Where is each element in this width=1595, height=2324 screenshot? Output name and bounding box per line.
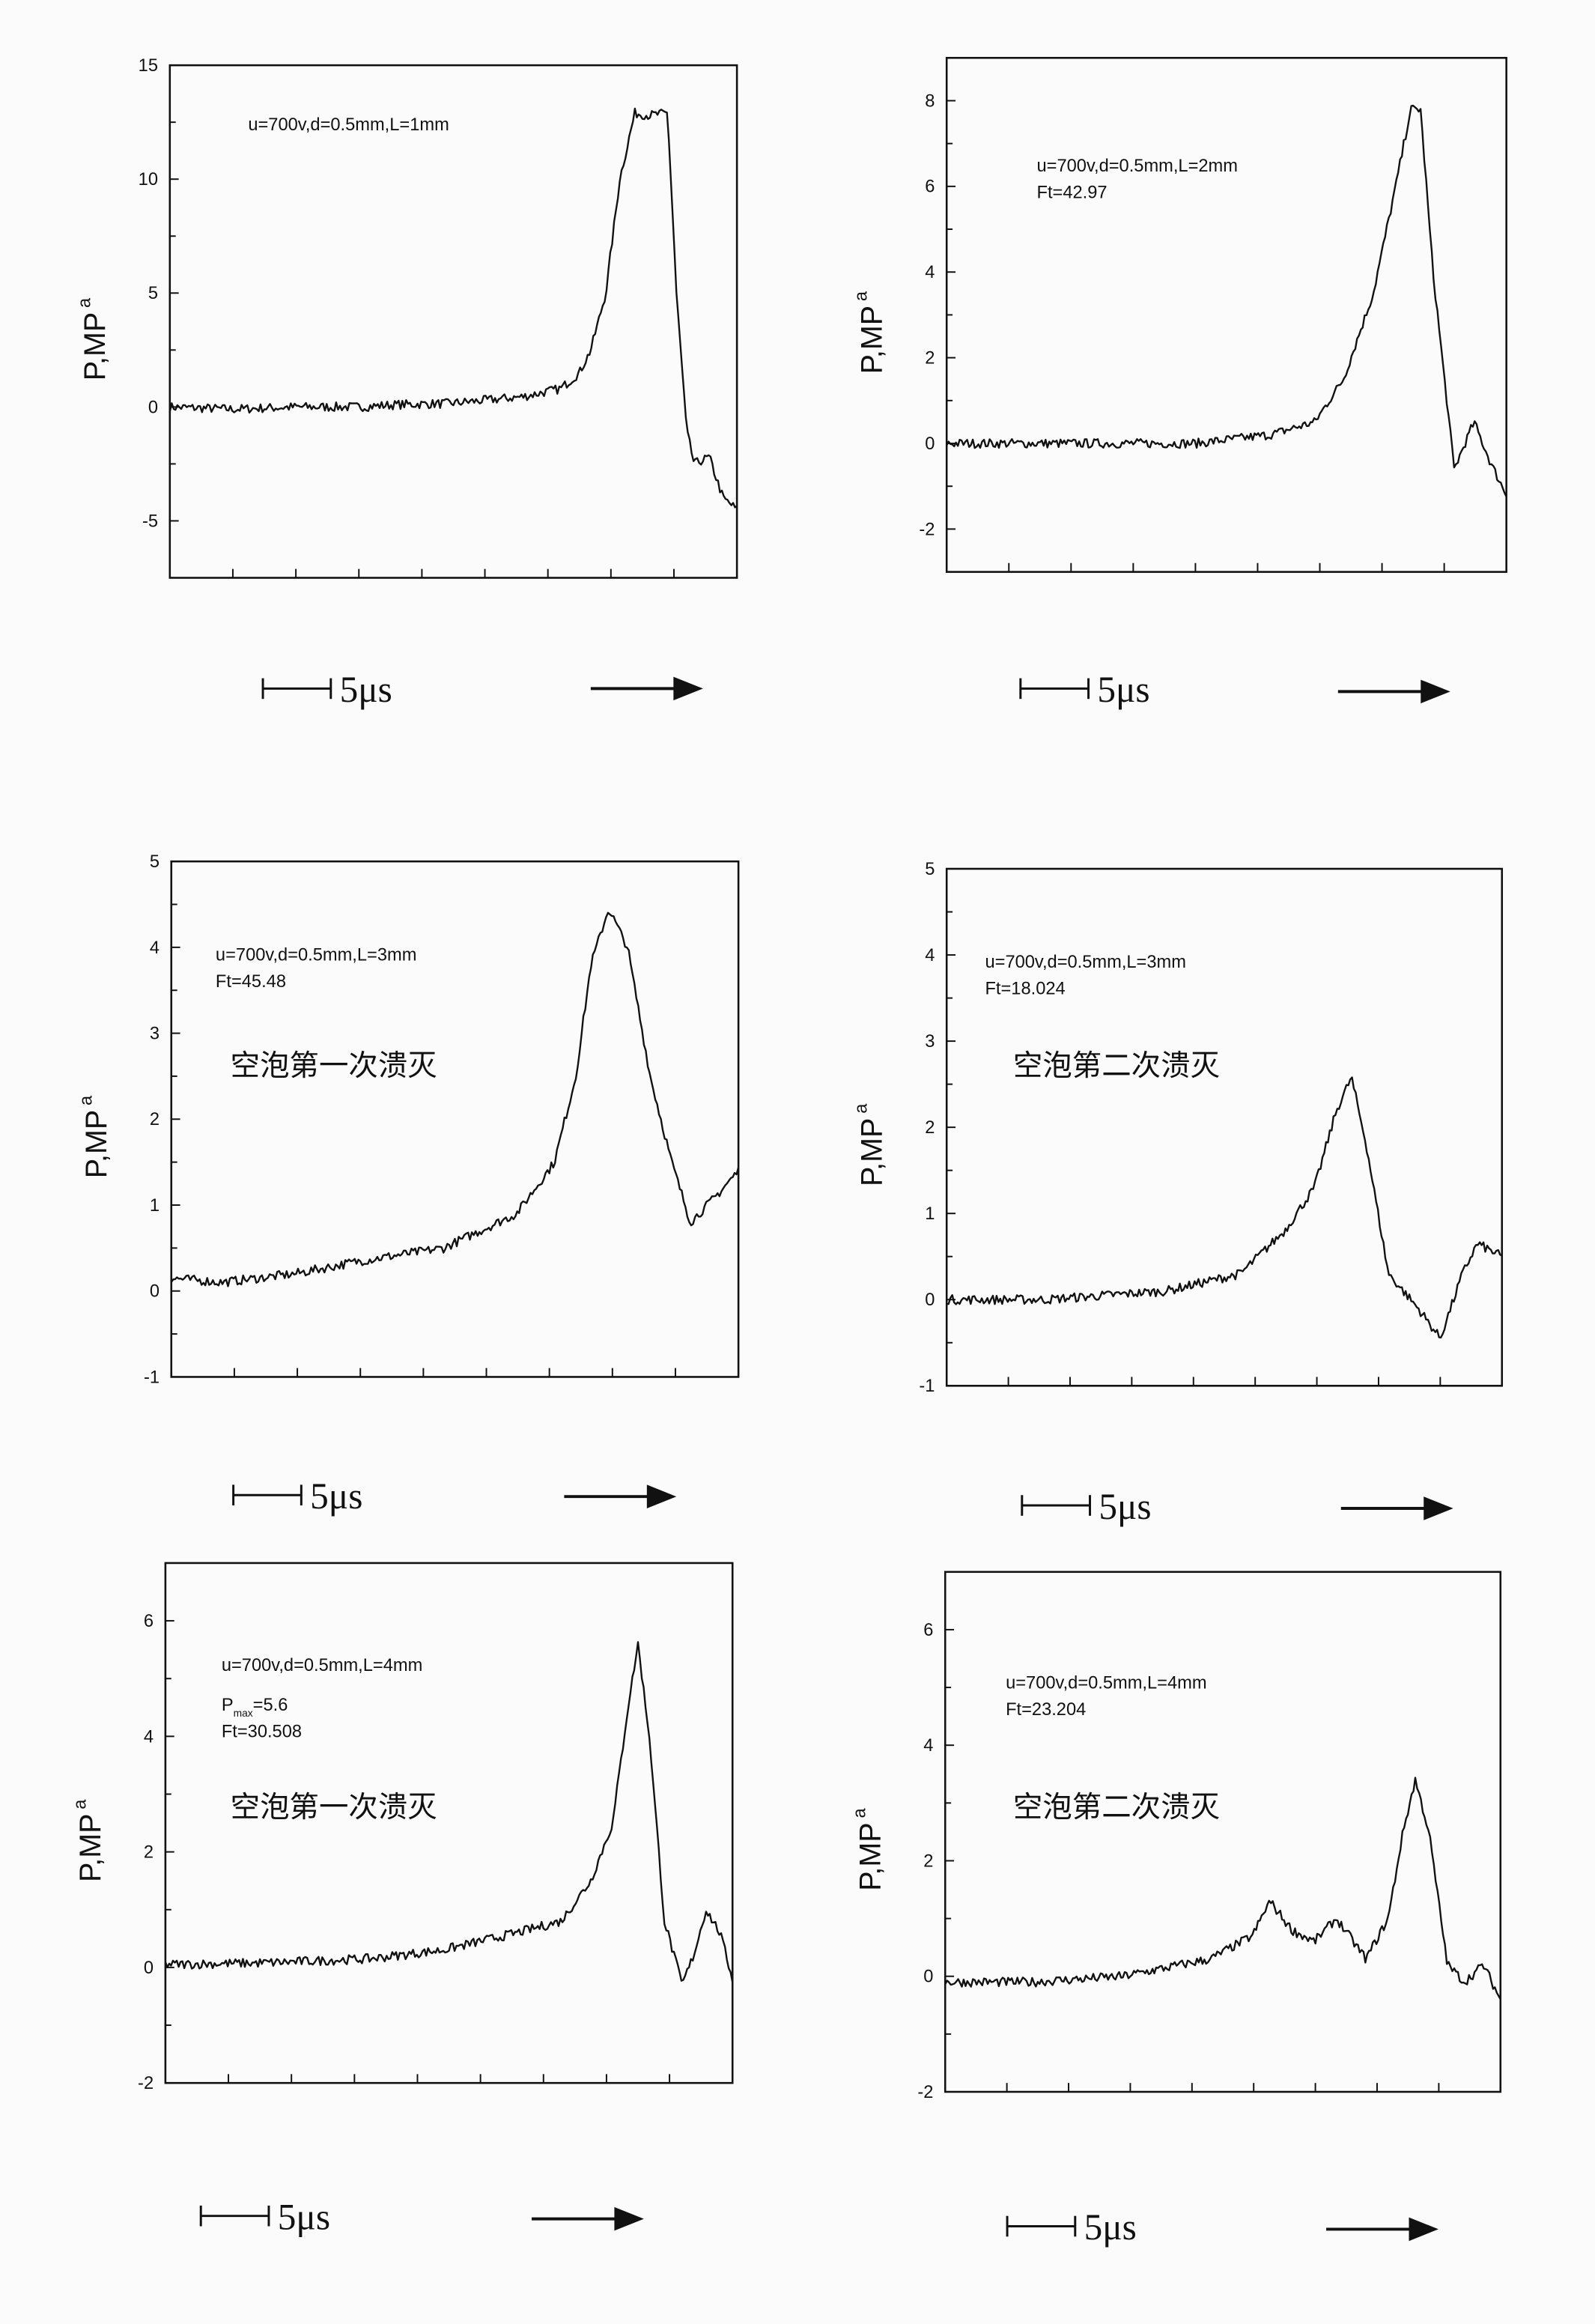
y-tick-label: 4 bbox=[144, 1727, 154, 1747]
time-arrow-icon bbox=[1409, 2217, 1438, 2242]
y-tick-label: 2 bbox=[144, 1843, 154, 1863]
y-axis-label-subscript: a bbox=[851, 1808, 870, 1818]
y-tick-label: 3 bbox=[150, 1024, 160, 1043]
scale-bar-label: 5μs bbox=[1099, 1486, 1151, 1527]
caption-text: 空泡第二次溃灭 bbox=[1013, 1791, 1220, 1824]
annotation: u=700v,d=0.5mm,L=1mm bbox=[248, 115, 449, 135]
y-tick-label: 10 bbox=[139, 170, 158, 189]
y-tick-label: 5 bbox=[150, 852, 160, 872]
caption-text: 空泡第一次溃灭 bbox=[231, 1049, 437, 1082]
pressure-curve bbox=[944, 1777, 1501, 2000]
y-tick-label: 6 bbox=[925, 178, 935, 197]
plot-frame bbox=[164, 1562, 734, 2084]
annotation: u=700v,d=0.5mm,L=4mm bbox=[1006, 1674, 1206, 1693]
chart-panel-4: -1 0 1 2 3 4 5 P,MPa u=700v,d=0.5mm,L=3mm Ft=18.0… bbox=[852, 860, 1504, 1527]
y-axis-label-subscript: a bbox=[76, 1095, 96, 1105]
y-tick-label: 15 bbox=[139, 56, 158, 76]
plot-frame bbox=[170, 860, 740, 1378]
y-tick-label: 5 bbox=[925, 860, 935, 879]
annotation: u=700v,d=0.5mm,L=2mm bbox=[1036, 157, 1237, 176]
plot-frame bbox=[168, 64, 738, 579]
plot-frame bbox=[944, 1571, 1502, 2093]
y-axis-label: P,MPa bbox=[851, 1808, 887, 1891]
y-tick-label: -1 bbox=[919, 1377, 935, 1396]
annotation: Pmax=5.6 bbox=[222, 1696, 288, 1719]
annotation-value: =5.6 bbox=[253, 1696, 288, 1715]
annotation: u=700v,d=0.5mm,L=3mm bbox=[216, 945, 416, 965]
y-tick-label: 6 bbox=[144, 1612, 154, 1631]
chart-panel-3: -1 0 1 2 3 4 5 P,MPa u=700v,d=0.5mm,L=3mm Ft=45.4… bbox=[76, 852, 740, 1517]
scale-bar-label: 5μs bbox=[278, 2196, 330, 2237]
y-tick-label: 0 bbox=[925, 1290, 935, 1310]
time-arrow-icon bbox=[673, 676, 703, 701]
time-arrow-icon bbox=[1424, 1496, 1453, 1520]
time-arrow-icon bbox=[646, 1484, 677, 1508]
chart-panel-1: -5 0 5 10 15 P,MPa u=700v,d=0.5mm,L=1mm 5μs bbox=[75, 56, 738, 710]
annotation: Ft=23.204 bbox=[1006, 1700, 1086, 1720]
y-axis-label-subscript: a bbox=[75, 297, 94, 308]
y-axis-label: P,MPa bbox=[76, 1095, 113, 1178]
y-tick-label: 0 bbox=[923, 1967, 933, 1987]
annotation: u=700v,d=0.5mm,L=3mm bbox=[985, 953, 1185, 972]
y-tick-label: 2 bbox=[925, 1118, 935, 1138]
caption-text: 空泡第一次溃灭 bbox=[231, 1791, 437, 1824]
y-tick-label: -1 bbox=[144, 1368, 160, 1387]
y-tick-label: -2 bbox=[138, 2074, 154, 2093]
y-axis-label: P,MPa bbox=[70, 1799, 107, 1882]
scale-bar-label: 5μs bbox=[1097, 669, 1149, 710]
y-tick-label: 4 bbox=[925, 263, 935, 282]
pressure-curve bbox=[170, 911, 740, 1287]
y-tick-label: 3 bbox=[925, 1032, 935, 1052]
y-tick-label: 4 bbox=[150, 938, 160, 958]
time-arrow-icon bbox=[614, 2206, 644, 2231]
time-arrow-icon bbox=[1421, 679, 1450, 704]
annotation: Ft=42.97 bbox=[1036, 183, 1107, 203]
y-tick-label: 2 bbox=[925, 349, 935, 368]
chart-panel-5: -2 0 2 4 6 P,MPa u=700v,d=0.5mm,L=4mm Pmax=5.6 F… bbox=[70, 1562, 734, 2237]
annotation: Ft=30.508 bbox=[222, 1723, 302, 1742]
y-tick-label: 4 bbox=[923, 1736, 933, 1756]
y-axis-label-subscript: a bbox=[852, 291, 872, 301]
y-axis-label: P,MPa bbox=[75, 297, 112, 380]
annotation: Ft=18.024 bbox=[985, 980, 1065, 999]
chart-panel-6: -2 0 2 4 6 P,MPa u=700v,d=0.5mm,L=4mm Ft=23.204… bbox=[851, 1571, 1502, 2248]
scale-bar-label: 5μs bbox=[310, 1475, 362, 1517]
y-tick-label: -5 bbox=[142, 512, 158, 531]
y-tick-label: 2 bbox=[150, 1110, 160, 1129]
scale-bar-label: 5μs bbox=[1084, 2206, 1137, 2248]
pressure-curve bbox=[164, 1641, 734, 1983]
y-tick-label: 0 bbox=[150, 1282, 160, 1302]
caption-text: 空泡第二次溃灭 bbox=[1013, 1049, 1220, 1082]
y-tick-label: -2 bbox=[917, 2083, 933, 2102]
chart-panel-2: -2 0 2 4 6 8 P,MPa u=700v,d=0.5mm,L=2mm Ft=42.97… bbox=[852, 56, 1507, 710]
pressure-curve bbox=[947, 1076, 1503, 1339]
y-tick-label: 2 bbox=[923, 1851, 933, 1871]
y-tick-label: 5 bbox=[148, 284, 158, 303]
y-tick-label: 1 bbox=[150, 1196, 160, 1216]
scale-bar-label: 5μs bbox=[340, 669, 392, 710]
y-tick-label: -2 bbox=[919, 520, 935, 539]
y-axis-label: P,MPa bbox=[852, 291, 889, 374]
y-tick-label: 0 bbox=[144, 1959, 154, 1978]
y-axis-label: P,MPa bbox=[852, 1103, 889, 1186]
annotation: u=700v,d=0.5mm,L=4mm bbox=[222, 1656, 422, 1675]
y-tick-label: 0 bbox=[148, 398, 158, 417]
pressure-curve bbox=[946, 104, 1507, 497]
annotation: Ft=45.48 bbox=[216, 972, 286, 992]
pressure-curve bbox=[168, 107, 738, 509]
y-tick-label: 0 bbox=[925, 434, 935, 454]
y-tick-label: 6 bbox=[923, 1621, 933, 1640]
annotation-subscript: max bbox=[234, 1708, 253, 1719]
y-tick-label: 1 bbox=[925, 1204, 935, 1224]
y-axis-label-subscript: a bbox=[852, 1103, 872, 1114]
y-tick-label: 4 bbox=[925, 946, 935, 965]
y-axis-label-subscript: a bbox=[70, 1799, 90, 1809]
y-tick-label: 8 bbox=[925, 91, 935, 111]
